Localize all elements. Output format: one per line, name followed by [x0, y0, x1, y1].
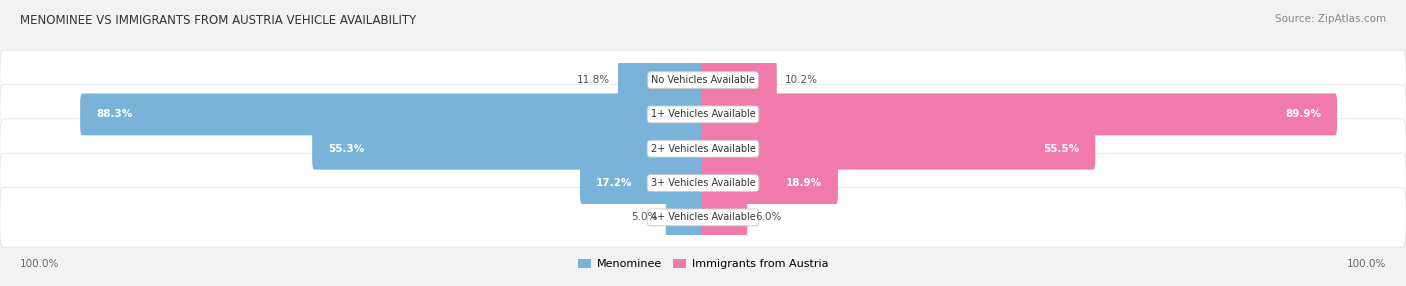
Text: No Vehicles Available: No Vehicles Available	[651, 75, 755, 85]
FancyBboxPatch shape	[700, 196, 748, 238]
Text: 1+ Vehicles Available: 1+ Vehicles Available	[651, 110, 755, 119]
Text: 10.2%: 10.2%	[785, 75, 818, 85]
Text: 2+ Vehicles Available: 2+ Vehicles Available	[651, 144, 755, 154]
FancyBboxPatch shape	[0, 50, 1406, 110]
Text: 55.3%: 55.3%	[329, 144, 364, 154]
FancyBboxPatch shape	[0, 188, 1406, 247]
Text: 4+ Vehicles Available: 4+ Vehicles Available	[651, 212, 755, 222]
Text: 11.8%: 11.8%	[576, 75, 610, 85]
FancyBboxPatch shape	[666, 196, 706, 238]
FancyBboxPatch shape	[0, 153, 1406, 213]
FancyBboxPatch shape	[619, 59, 706, 101]
FancyBboxPatch shape	[312, 128, 706, 170]
Text: 5.0%: 5.0%	[631, 212, 657, 222]
Text: Source: ZipAtlas.com: Source: ZipAtlas.com	[1275, 14, 1386, 24]
Text: 6.0%: 6.0%	[756, 212, 782, 222]
FancyBboxPatch shape	[0, 85, 1406, 144]
Text: 89.9%: 89.9%	[1285, 110, 1322, 119]
Legend: Menominee, Immigrants from Austria: Menominee, Immigrants from Austria	[578, 259, 828, 269]
Text: 100.0%: 100.0%	[20, 259, 59, 269]
FancyBboxPatch shape	[700, 162, 838, 204]
FancyBboxPatch shape	[581, 162, 706, 204]
Text: 18.9%: 18.9%	[786, 178, 821, 188]
FancyBboxPatch shape	[700, 128, 1095, 170]
FancyBboxPatch shape	[700, 94, 1337, 135]
Text: MENOMINEE VS IMMIGRANTS FROM AUSTRIA VEHICLE AVAILABILITY: MENOMINEE VS IMMIGRANTS FROM AUSTRIA VEH…	[20, 14, 416, 27]
FancyBboxPatch shape	[80, 94, 704, 135]
Text: 88.3%: 88.3%	[97, 110, 132, 119]
FancyBboxPatch shape	[0, 119, 1406, 178]
Text: 3+ Vehicles Available: 3+ Vehicles Available	[651, 178, 755, 188]
Text: 100.0%: 100.0%	[1347, 259, 1386, 269]
FancyBboxPatch shape	[700, 59, 776, 101]
Text: 55.5%: 55.5%	[1043, 144, 1080, 154]
Text: 17.2%: 17.2%	[596, 178, 633, 188]
